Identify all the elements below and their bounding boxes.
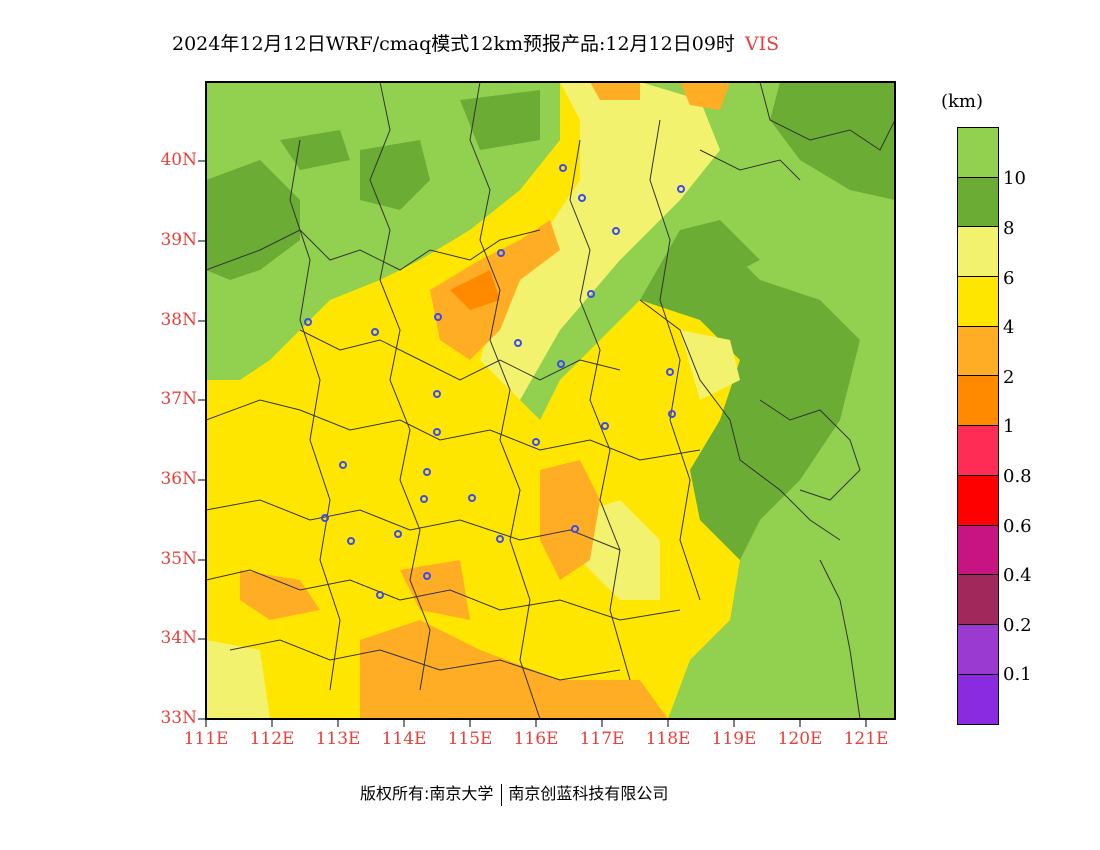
colorbar-segment	[958, 277, 998, 327]
colorbar-segment	[958, 178, 998, 228]
footer-divider	[501, 784, 502, 806]
lat-label-36n: 36N	[152, 469, 197, 489]
colorbar-label-0-6: 0.6	[1003, 516, 1032, 537]
colorbar-label-10: 10	[1003, 168, 1026, 189]
lon-label-118e: 118E	[638, 729, 698, 749]
colorbar-segment	[958, 128, 998, 178]
lat-label-35n: 35N	[152, 549, 197, 569]
colorbar-label-8: 8	[1003, 218, 1014, 239]
copyright-text: 版权所有:南京大学	[360, 784, 493, 803]
lon-label-116e: 116E	[506, 729, 566, 749]
lat-label-39n: 39N	[152, 230, 197, 250]
colorbar-segment	[958, 327, 998, 377]
lon-label-115e: 115E	[440, 729, 500, 749]
colorbar-segment	[958, 575, 998, 625]
colorbar-segment	[958, 526, 998, 576]
colorbar-label-1: 1	[1003, 416, 1014, 437]
lon-label-112e: 112E	[242, 729, 302, 749]
lon-label-121e: 121E	[836, 729, 896, 749]
lon-label-111e: 111E	[176, 729, 236, 749]
map-field	[206, 82, 895, 719]
colorbar	[957, 127, 999, 725]
lat-label-40n: 40N	[152, 150, 197, 170]
colorbar-label-0-8: 0.8	[1003, 466, 1032, 487]
colorbar-segment	[958, 376, 998, 426]
company-text: 南京创蓝科技有限公司	[508, 784, 668, 803]
lat-label-37n: 37N	[152, 389, 197, 409]
lon-label-117e: 117E	[572, 729, 632, 749]
lat-label-38n: 38N	[152, 310, 197, 330]
colorbar-unit: (km)	[941, 91, 983, 112]
lon-label-114e: 114E	[374, 729, 434, 749]
lon-label-119e: 119E	[704, 729, 764, 749]
lon-label-120e: 120E	[770, 729, 830, 749]
colorbar-segment	[958, 426, 998, 476]
colorbar-label-4: 4	[1003, 317, 1014, 338]
colorbar-label-0-4: 0.4	[1003, 565, 1032, 586]
colorbar-segment	[958, 227, 998, 277]
colorbar-segment	[958, 476, 998, 526]
colorbar-segment	[958, 625, 998, 675]
colorbar-label-6: 6	[1003, 268, 1014, 289]
footer: 版权所有:南京大学 南京创蓝科技有限公司	[360, 780, 668, 806]
lat-label-34n: 34N	[152, 628, 197, 648]
lat-label-33n: 33N	[152, 708, 197, 728]
colorbar-segment	[958, 675, 998, 725]
colorbar-label-2: 2	[1003, 367, 1014, 388]
colorbar-label-0-2: 0.2	[1003, 615, 1032, 636]
colorbar-label-0-1: 0.1	[1003, 664, 1032, 685]
lon-label-113e: 113E	[308, 729, 368, 749]
